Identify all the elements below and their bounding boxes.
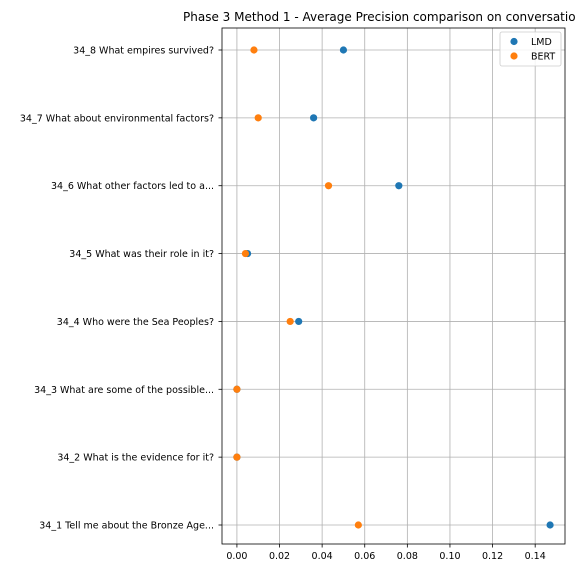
- point-bert: [354, 521, 362, 529]
- point-bert: [250, 46, 258, 54]
- legend-label-bert: BERT: [531, 52, 555, 63]
- y-tick-label: 34_5 What was their role in it?: [69, 249, 214, 260]
- legend-label-lmd: LMD: [531, 37, 552, 48]
- x-tick-label: 0.14: [525, 551, 546, 562]
- point-lmd: [310, 114, 318, 122]
- plot-frame: [221, 27, 566, 545]
- x-tick-label: 0.02: [269, 551, 290, 562]
- y-tick-label: 34_4 Who were the Sea Peoples?: [57, 317, 214, 328]
- x-tick-label: 0.10: [439, 551, 460, 562]
- legend-marker-bert: [510, 52, 518, 60]
- chart-title: Phase 3 Method 1 - Average Precision com…: [183, 10, 576, 24]
- point-bert: [254, 114, 262, 122]
- y-tick-label: 34_8 What empires survived?: [73, 46, 214, 57]
- point-bert: [286, 317, 294, 326]
- y-tick-label: 34_2 What is the evidence for it?: [57, 453, 214, 464]
- point-bert: [241, 249, 250, 258]
- x-tick-label: 0.04: [312, 551, 333, 562]
- point-bert: [233, 385, 241, 393]
- legend-marker-lmd: [510, 37, 518, 46]
- x-tick-label: 0.12: [482, 551, 503, 562]
- point-lmd: [395, 182, 403, 190]
- x-tick-label: 0.06: [354, 551, 375, 562]
- x-axis-ticks: 0.00 0.02 0.04 0.06 0.08 0.10 0.12 0.14: [226, 544, 546, 562]
- point-lmd: [295, 317, 303, 326]
- y-tick-label: 34_3 What are some of the possible...: [34, 385, 214, 396]
- x-tick-label: 0.08: [397, 551, 418, 562]
- grid-lines: [222, 28, 565, 544]
- y-tick-label: 34_6 What other factors led to a...: [51, 181, 214, 192]
- point-bert: [324, 182, 333, 190]
- y-tick-label: 34_7 What about environmental factors?: [20, 113, 214, 124]
- point-lmd: [546, 521, 554, 529]
- y-tick-label: 34_1 Tell me about the Bronze Age...: [39, 521, 214, 532]
- x-tick-label: 0.00: [226, 551, 247, 562]
- legend: LMD BERT: [499, 31, 562, 67]
- point-bert: [233, 453, 241, 461]
- data-points: [233, 46, 554, 529]
- point-lmd: [339, 46, 348, 54]
- y-axis-ticks: 34_1 Tell me about the Bronze Age... 34_2…: [20, 46, 222, 532]
